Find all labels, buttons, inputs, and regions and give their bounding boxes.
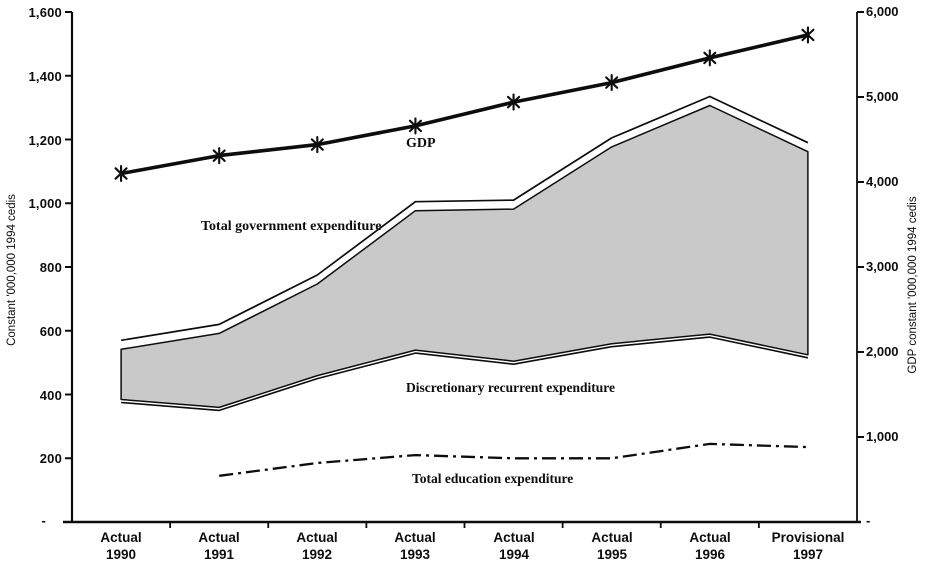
left-axis-tick-label: 1,200 [28,133,62,148]
left-axis-tick-label: 400 [39,388,62,403]
x-label-line1: Actual [394,530,436,545]
annotation-total-education-expenditure: Total education expenditure [412,471,574,486]
x-label-line1: Actual [296,530,338,545]
x-label-line1: Actual [493,530,535,545]
x-axis-label-1990: Actual 1990 [71,529,171,563]
right-axis-tick-label: 1,000 [866,429,899,444]
annotation-discretionary-recurrent-expenditure: Discretionary recurrent expenditure [406,380,615,395]
gdp-asterisk-marker [114,164,128,183]
x-label-line2: 1993 [399,547,431,562]
right-axis-tick-label: 4,000 [866,174,899,189]
total-education-expenditure-line [219,442,808,477]
left-axis-tick-label: 1,600 [28,5,62,20]
gdp-asterisk-marker [310,136,324,154]
discretionary-recurrent-expenditure-line [121,336,809,412]
x-axis-label-1996: Actual 1996 [660,529,760,563]
x-label-line2: 1997 [792,547,824,562]
gdp-marker-stroke [703,51,717,65]
gdp-marker-stroke [605,76,619,89]
left-axis-tick-label: 1,000 [28,196,62,211]
annotation-gdp: GDP [406,136,436,151]
x-axis-label-1992: Actual 1992 [267,529,367,563]
right-axis-zero-label: - [866,513,871,528]
x-label-line2: 1994 [498,547,530,562]
x-label-line2: 1995 [596,547,628,562]
gdp-asterisk-marker [507,93,521,111]
x-label-line2: 1991 [203,547,235,562]
right-axis-tick-label: 3,000 [866,259,899,274]
left-axis-tick-label: 600 [39,324,62,339]
x-axis-label-1993: Actual 1993 [365,529,465,563]
right-axis-tick-label: 2,000 [866,344,899,359]
gdp-marker-stroke [408,119,422,133]
gdp-marker-stroke [212,149,226,162]
x-label-line2: 1990 [105,547,137,562]
left-axis-tick-label: 1,400 [28,69,62,84]
x-axis-label-1994: Actual 1994 [464,529,564,563]
right-axis-tick-label: 6,000 [866,4,899,19]
x-label-line1: Provisional [771,530,845,545]
gdp-asterisk-marker [212,147,226,165]
gdp-marker-stroke [801,28,815,42]
left-axis-tick-label: 800 [39,260,62,275]
x-axis-label-1997: Provisional 1997 [758,529,858,563]
left-axis-title: Constant '000,000 1994 cedis [6,194,18,346]
gdp-asterisk-marker [605,74,619,92]
gdp-marker-stroke [310,138,324,151]
total-government-expenditure-line [120,95,809,342]
x-axis-label-1991: Actual 1991 [169,529,269,563]
x-label-line2: 1992 [301,547,333,562]
x-label-line1: Actual [100,530,142,545]
gdp-asterisk-marker [801,26,815,44]
gdp-asterisk-marker [408,117,422,135]
x-axis-label-1995: Actual 1995 [562,529,662,563]
right-axis-title: GDP constant '000,000 1994 cedis [907,196,919,374]
left-axis-tick-label: 200 [39,451,62,466]
x-label-line1: Actual [689,530,731,545]
left-axis-zero-label: - [41,513,46,528]
right-axis-tick-label: 5,000 [866,89,899,104]
annotation-total-government-expenditure: Total government expenditure [201,219,382,234]
gdp-asterisk-marker [703,49,717,67]
gdp-marker-stroke [114,167,128,180]
gdp-marker-stroke [507,95,521,109]
x-label-line2: 1996 [694,547,726,562]
x-label-line1: Actual [591,530,633,545]
gdp-line [120,33,809,176]
expenditure-band-area [120,104,809,409]
x-label-line1: Actual [198,530,240,545]
